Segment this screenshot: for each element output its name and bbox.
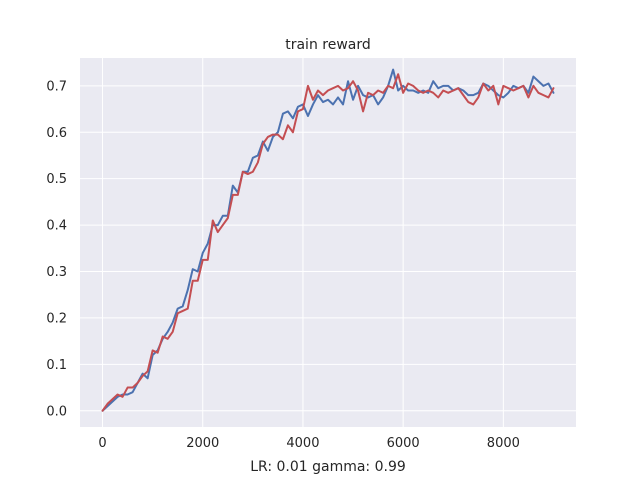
- x-tick-label: 6000: [387, 436, 420, 451]
- y-tick-label: 0.7: [46, 79, 67, 94]
- series-line-red: [101, 73, 555, 412]
- y-tick-label: 0.5: [46, 172, 67, 187]
- series-layer: [101, 68, 555, 412]
- plot-area: [80, 58, 576, 427]
- series-line-blue: [101, 68, 555, 412]
- grid-lines: [80, 58, 576, 427]
- y-tick-label: 0.3: [46, 265, 67, 280]
- x-tick-label: 8000: [487, 436, 520, 451]
- x-tick-label: 4000: [286, 436, 319, 451]
- y-tick-label: 0.2: [46, 311, 67, 326]
- y-tick-labels: 0.0 0.1 0.2 0.3 0.4 0.5 0.6 0.7: [46, 79, 67, 419]
- x-tick-label: 2000: [186, 436, 219, 451]
- x-axis-label: LR: 0.01 gamma: 0.99: [250, 459, 406, 475]
- x-tick-label: 0: [98, 436, 106, 451]
- chart-title: train reward: [285, 37, 371, 53]
- y-tick-label: 0.4: [46, 219, 67, 234]
- y-tick-label: 0.0: [46, 404, 67, 419]
- y-tick-label: 0.1: [46, 358, 67, 373]
- y-tick-label: 0.6: [46, 126, 67, 141]
- x-tick-labels: 0 2000 4000 6000 8000: [98, 436, 519, 451]
